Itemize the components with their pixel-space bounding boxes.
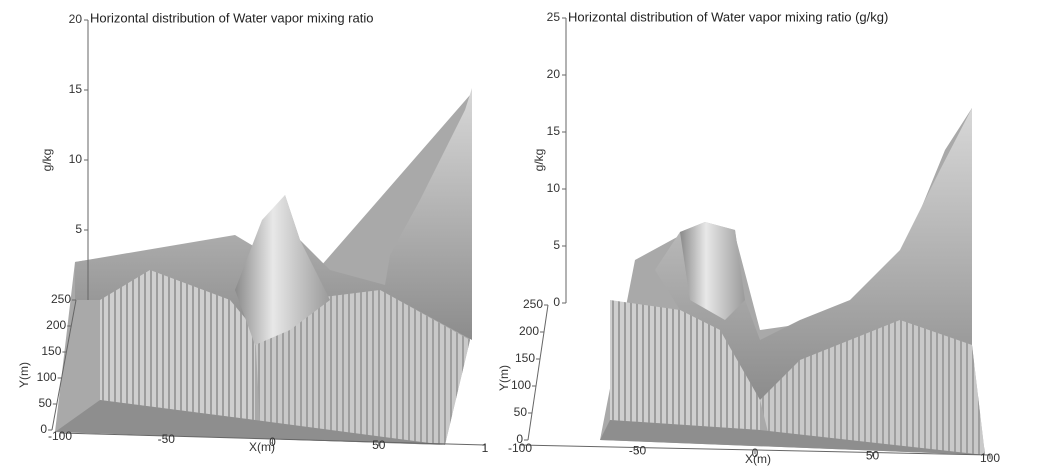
- z-tick-label: 15: [547, 124, 561, 138]
- y-tick-label: 50: [514, 405, 528, 419]
- x-tick-label: -100: [48, 429, 72, 443]
- z-tick-label: 0: [553, 295, 560, 309]
- x-tick-label: 0: [752, 446, 759, 460]
- y-axis: [527, 304, 549, 441]
- z-tick-label: 10: [547, 181, 561, 195]
- y-tick-label: 200: [519, 324, 539, 338]
- x-tick-label: -50: [158, 432, 176, 446]
- surface-right: [600, 108, 985, 455]
- x-tick-label: 50: [372, 438, 386, 452]
- y-tick-label: 0: [516, 432, 523, 446]
- y-axis-label: Y(m): [17, 362, 31, 388]
- z-tick-label: 5: [553, 238, 560, 252]
- y-tick-label: 200: [46, 318, 66, 332]
- y-tick-label: 250: [51, 292, 71, 306]
- y-tick-label: 50: [38, 396, 52, 410]
- z-tick-label: 25: [547, 10, 561, 24]
- z-axis-label: g/kg: [40, 149, 54, 172]
- x-tick-label: 1: [482, 441, 489, 455]
- z-tick-label: 10: [69, 152, 83, 166]
- x-tick-label: 100: [980, 451, 1000, 465]
- y-axis-label: Y(m): [497, 365, 511, 391]
- x-tick-label: -50: [629, 444, 647, 458]
- x-tick-label: -100: [508, 441, 532, 455]
- y-tick-label: 100: [37, 370, 57, 384]
- chart-title: Horizontal distribution of Water vapor m…: [90, 10, 373, 25]
- y-tick-label: 250: [523, 297, 543, 311]
- x-axis-label: X(m): [745, 452, 771, 466]
- z-tick-label: 20: [547, 67, 561, 81]
- x-axis-label: X(m): [249, 440, 275, 454]
- y-tick-label: 0: [40, 422, 47, 436]
- y-tick-label: 100: [511, 378, 531, 392]
- surface-left: [55, 88, 472, 445]
- y-tick-label: 150: [41, 344, 61, 358]
- x-tick-label: 0: [269, 435, 276, 449]
- y-axis: [51, 299, 77, 431]
- chart-title: Horizontal distribution of Water vapor m…: [568, 9, 888, 24]
- x-tick-label: 50: [866, 449, 880, 463]
- z-tick-label: 20: [69, 12, 83, 26]
- z-axis-label: g/kg: [532, 149, 546, 172]
- z-tick-label: 5: [75, 222, 82, 236]
- y-tick-label: 150: [515, 351, 535, 365]
- z-tick-label: 15: [69, 82, 83, 96]
